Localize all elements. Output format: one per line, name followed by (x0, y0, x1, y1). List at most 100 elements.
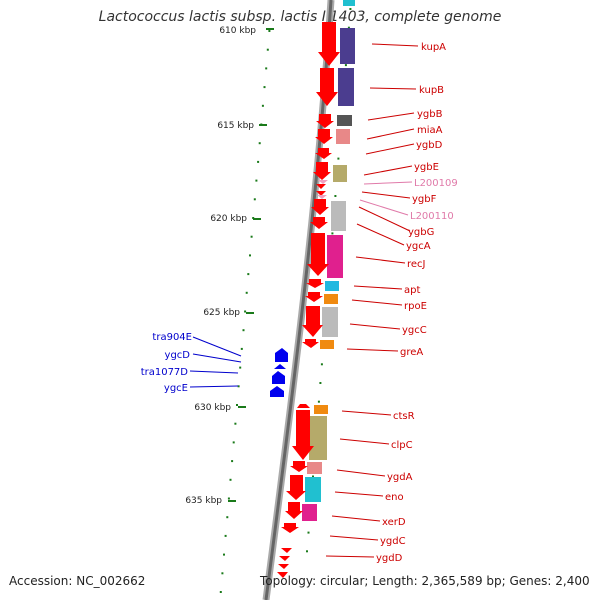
arrow-L200109[interactable] (316, 184, 326, 189)
label-rpoE[interactable]: rpoE (404, 301, 427, 312)
scale-dot (244, 310, 247, 313)
arrow-ygdD-4[interactable] (277, 572, 288, 578)
label-ygcA[interactable]: ygcA (406, 241, 431, 252)
map-title: Lactococcus lactis subsp. lactis Il1403,… (98, 9, 502, 25)
arrow-ctsR[interactable] (297, 404, 310, 408)
arrow-ygcE[interactable] (270, 386, 284, 397)
left-leader-lines (189, 336, 242, 388)
arrow-ygdD-3[interactable] (278, 564, 289, 569)
arrow-miaA[interactable] (315, 129, 333, 144)
scale-dot (337, 157, 340, 160)
block-kupA[interactable] (340, 28, 355, 64)
arrow-ygbE[interactable] (313, 162, 331, 180)
label-ygcC[interactable]: ygcC (402, 325, 427, 336)
label-ygcD[interactable]: ygcD (165, 350, 191, 361)
label-kupA[interactable]: kupA (421, 42, 446, 53)
label-greA[interactable]: greA (400, 347, 423, 358)
arrow-eno[interactable] (286, 475, 306, 500)
block-ygcC[interactable] (322, 307, 338, 337)
block-ygbG[interactable] (331, 201, 346, 231)
scale-dot (263, 86, 266, 89)
scale-dot (320, 363, 323, 366)
scale-dot (242, 329, 245, 332)
label-L200109[interactable]: L200109 (414, 178, 458, 189)
label-ygbB[interactable]: ygbB (417, 109, 443, 120)
arrow-ygdC[interactable] (281, 523, 299, 533)
label-ygbF[interactable]: ygbF (412, 194, 437, 205)
arrow-ygcA[interactable] (310, 217, 328, 229)
scale-dot (258, 142, 261, 145)
scale-dot (249, 254, 251, 257)
arrow-ygbD[interactable] (315, 148, 332, 159)
label-ygdD[interactable]: ygdD (376, 553, 403, 564)
feature-blocks (302, 0, 355, 521)
block-clpC[interactable] (309, 416, 327, 460)
label-miaA[interactable]: miaA (417, 125, 443, 136)
label-tra1077D[interactable]: tra1077D (141, 367, 189, 378)
label-clpC[interactable]: clpC (391, 440, 413, 451)
arrow-xerD[interactable] (285, 502, 303, 519)
arrow-tra904E[interactable] (275, 348, 288, 362)
arrow-ygcC[interactable] (302, 306, 323, 337)
label-kupB[interactable]: kupB (419, 85, 444, 96)
arrow-clpC[interactable] (292, 410, 314, 460)
block-miaA[interactable] (336, 129, 350, 144)
label-xerD[interactable]: xerD (382, 517, 406, 528)
scale-dot (221, 572, 224, 575)
scale-dot (229, 478, 232, 481)
block-eno[interactable] (305, 477, 321, 502)
scale-dot (307, 531, 310, 534)
scale-dot (261, 104, 264, 107)
arrow-ygbF[interactable] (316, 191, 326, 196)
label-ygdC[interactable]: ygdC (380, 536, 406, 547)
arrow-ygcD[interactable] (274, 364, 286, 369)
arrow-kupA[interactable] (318, 22, 340, 66)
scale-dot (237, 385, 240, 388)
scale-dot (224, 534, 227, 537)
label-tra904E[interactable]: tra904E (152, 332, 192, 343)
label-L200110[interactable]: L200110 (410, 211, 454, 222)
scale-625: 625 kbp (203, 308, 254, 318)
arrow-ygbG[interactable] (311, 199, 329, 215)
label-ctsR[interactable]: ctsR (393, 411, 415, 422)
scale-dot (349, 8, 352, 10)
arrow-ygbB[interactable] (316, 114, 334, 128)
arrow-rpoE[interactable] (305, 292, 323, 302)
block-ygdA[interactable] (307, 462, 322, 474)
arrow-ygdD-2[interactable] (279, 556, 290, 561)
scale-dot (347, 26, 350, 29)
arrow-recJ[interactable] (307, 233, 329, 276)
block-greA[interactable] (320, 340, 334, 349)
scale-dot (239, 366, 242, 369)
label-ygdA[interactable]: ygdA (387, 472, 413, 483)
label-apt[interactable]: apt (404, 285, 420, 296)
scale-dot (226, 516, 229, 519)
block-recJ[interactable] (327, 235, 343, 278)
scale-dot (231, 460, 234, 463)
block-ygbB[interactable] (337, 115, 352, 126)
label-ygcE[interactable]: ygcE (164, 383, 188, 394)
block-ygbE[interactable] (333, 165, 347, 182)
arrow-ygdD-1[interactable] (281, 548, 292, 553)
label-ygbD[interactable]: ygbD (416, 140, 443, 151)
scale-dot (265, 67, 268, 70)
arrow-tra1077D[interactable] (272, 371, 285, 384)
block-xerD[interactable] (302, 504, 317, 521)
block-ctsR[interactable] (314, 405, 328, 414)
block-apt[interactable] (325, 281, 339, 291)
scale-dot (257, 160, 260, 163)
label-ygbG[interactable]: ygbG (408, 227, 434, 238)
scale-dot (250, 235, 253, 238)
arrow-greA[interactable] (302, 339, 319, 348)
label-eno[interactable]: eno (385, 492, 404, 503)
scale-label-615: 615 kbp (217, 121, 254, 131)
arrow-ygdA[interactable] (290, 461, 308, 472)
block-rpoE[interactable] (324, 294, 338, 304)
label-ygbE[interactable]: ygbE (414, 162, 439, 173)
arrow-kupB[interactable] (316, 68, 338, 106)
block-kupB[interactable] (338, 68, 354, 106)
scale-dot (219, 591, 222, 593)
arrow-apt[interactable] (306, 279, 324, 288)
label-recJ[interactable]: recJ (407, 259, 426, 270)
